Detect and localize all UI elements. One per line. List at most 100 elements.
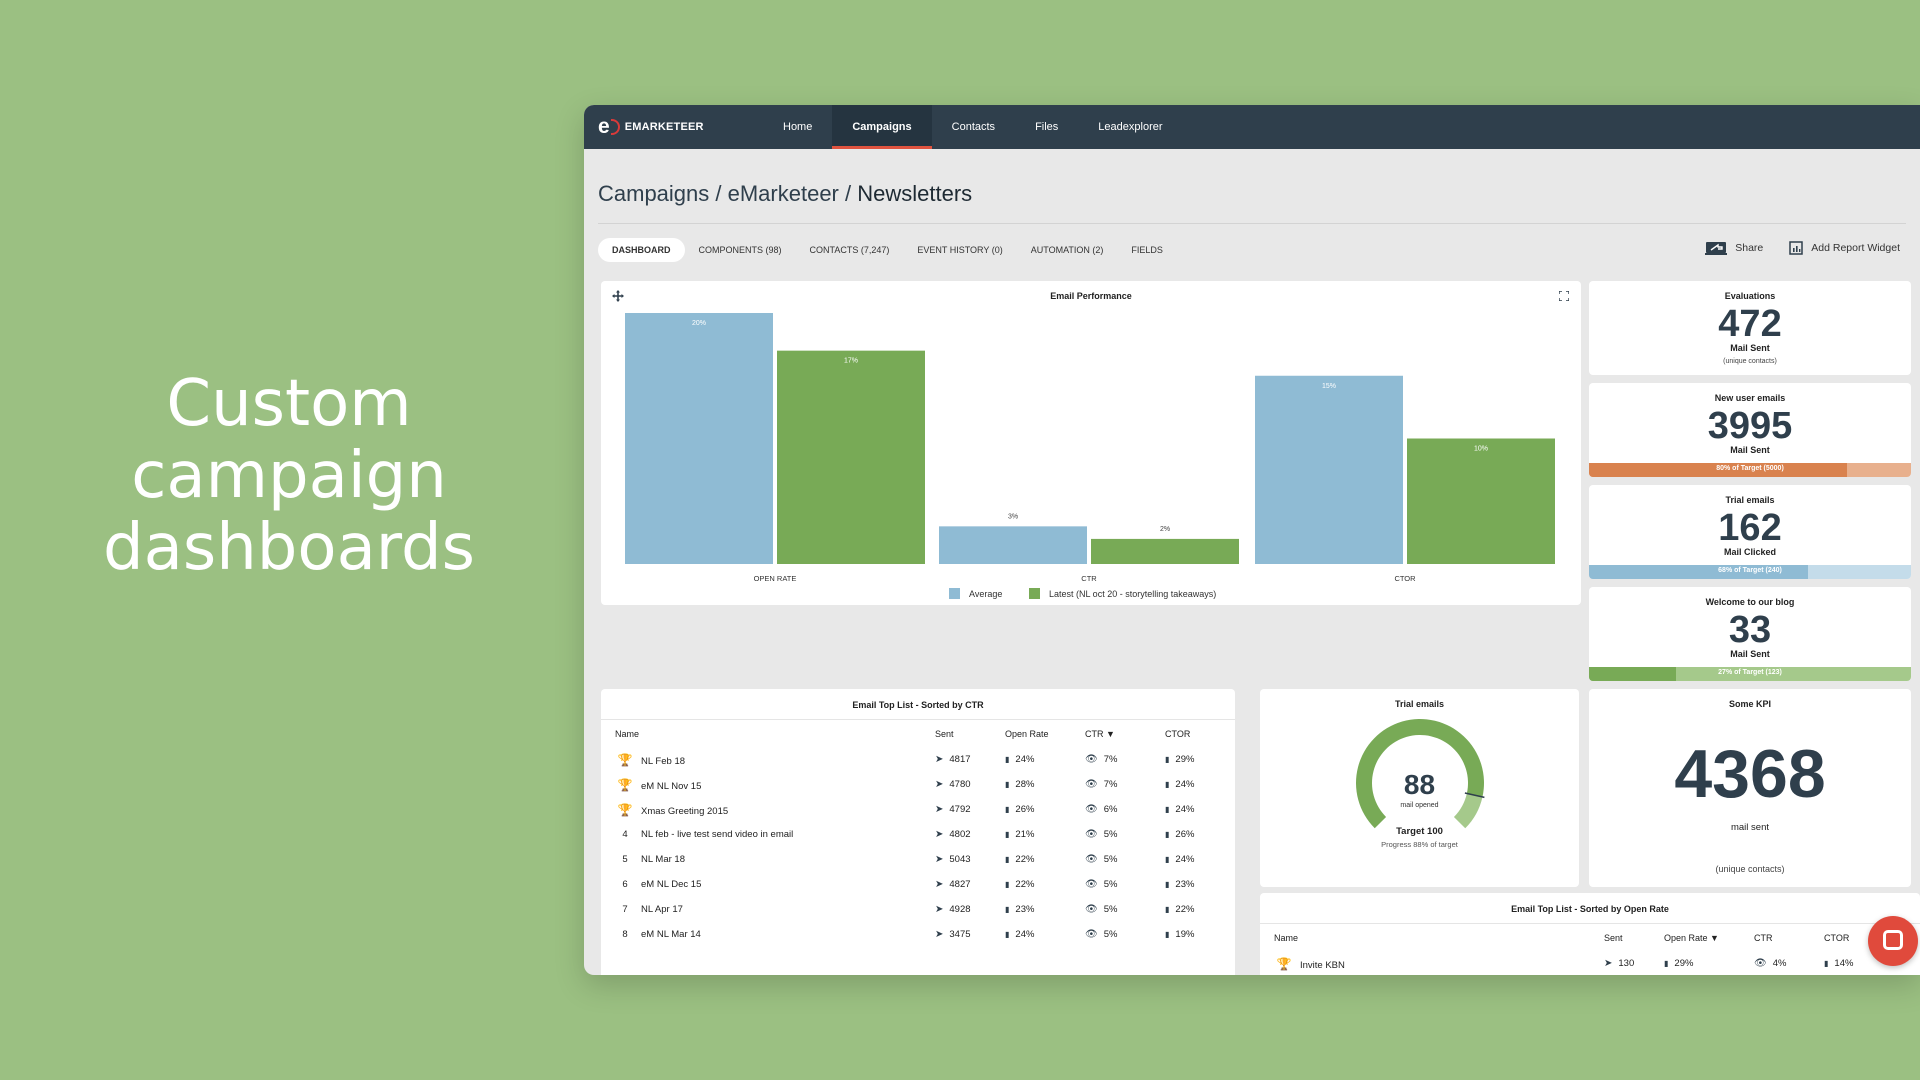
col-ctor[interactable]: CTOR [1165, 729, 1191, 739]
open-rate-top-list-title: Email Top List - Sorted by Open Rate [1511, 904, 1669, 914]
legend-label: Latest (NL oct 20 - storytelling takeawa… [1049, 589, 1216, 599]
ctr-top-list-title: Email Top List - Sorted by CTR [852, 700, 984, 710]
bar[interactable] [939, 526, 1087, 564]
email-name[interactable]: Invite KBN [1300, 959, 1345, 971]
divider [601, 719, 1235, 720]
table-row[interactable]: 6 eM NL Dec 15 ➤ 4827 ▮ 22% 👁 5% ▮ 23% [615, 872, 1235, 897]
open-mail-icon: ▮ [1005, 780, 1010, 789]
col-ctor[interactable]: CTOR [1824, 933, 1850, 943]
ctr-value: 7% [1103, 754, 1118, 765]
col-open-rate[interactable]: Open Rate [1005, 729, 1049, 739]
add-report-widget-button[interactable]: Add Report Widget [1789, 241, 1900, 255]
col-ctr[interactable]: CTR [1754, 933, 1773, 943]
tab-event-history[interactable]: EVENT HISTORY (0) [917, 245, 1003, 255]
send-icon: ➤ [935, 854, 944, 865]
tab-components[interactable]: COMPONENTS (98) [698, 245, 782, 255]
table-row[interactable]: 8 eM NL Mar 14 ➤ 3475 ▮ 24% 👁 5% ▮ 19% [615, 922, 1235, 947]
email-name[interactable]: eM NL Dec 15 [641, 879, 702, 890]
gauge-fill [1356, 719, 1484, 829]
bar[interactable] [1091, 538, 1239, 564]
nav-contacts[interactable]: Contacts [951, 121, 996, 133]
bar[interactable] [1255, 375, 1403, 564]
bar[interactable] [625, 313, 773, 564]
kpi-title: Welcome to our blog [1705, 597, 1795, 607]
open-mail-icon: ▮ [1664, 959, 1669, 968]
ctr-value: 4% [1772, 958, 1787, 969]
toolbar: Share Add Report Widget [1705, 241, 1900, 255]
eye-icon: 👁 [1085, 904, 1098, 915]
email-performance-chart: 20% 17% OPEN RATE 3% 2% CTR 15% 10% CTOR Average L… [625, 313, 1555, 599]
nav-home[interactable]: Home [783, 121, 813, 133]
col-name[interactable]: Name [615, 729, 640, 739]
nav-leadexplorer[interactable]: Leadexplorer [1098, 121, 1163, 133]
table-row[interactable]: 🏆 eM NL Nov 15 ➤ 4780 ▮ 28% 👁 7% ▮ 24% [615, 772, 1235, 797]
cell-sent: ➤ 4780 [935, 772, 1005, 797]
ctor-value: 29% [1175, 754, 1195, 765]
some-kpi-card: Some KPI 4368 mail sent (unique contacts… [1589, 689, 1911, 887]
cell-open-rate: ▮ 24% [1005, 922, 1085, 947]
send-icon: ➤ [935, 804, 944, 815]
kpi-progress-bar: 80% of Target (5000) [1589, 463, 1911, 477]
email-name[interactable]: NL Feb 18 [641, 755, 686, 767]
table-row[interactable]: 4 NL feb - live test send video in email … [615, 822, 1235, 847]
tab-fields[interactable]: FIELDS [1131, 245, 1163, 255]
col-ctr[interactable]: CTR ▼ [1085, 729, 1115, 739]
open-mail-icon: ▮ [1005, 830, 1010, 839]
col-open-rate[interactable]: Open Rate ▼ [1664, 933, 1719, 943]
share-button[interactable]: Share [1705, 241, 1763, 255]
chart-title: Email Performance [1050, 291, 1132, 301]
ctor-icon: ▮ [1165, 855, 1170, 864]
logo[interactable]: e EMARKETEER [598, 115, 763, 139]
share-icon [1705, 242, 1728, 255]
open-rate-value: 23% [1015, 904, 1035, 915]
cell-ctor: ▮ 24% [1165, 772, 1235, 797]
gauge-target-marker [1464, 792, 1485, 799]
cell-ctr: 👁 5% [1085, 897, 1165, 922]
open-rate-value: 29% [1674, 958, 1694, 969]
table-row[interactable]: 🏆 NL Feb 18 ➤ 4817 ▮ 24% 👁 7% ▮ 29% [615, 747, 1235, 772]
table-row[interactable]: 🏆 Xmas Greeting 2015 ➤ 4792 ▮ 26% 👁 6% ▮ 24% [615, 797, 1235, 822]
eye-icon: 👁 [1754, 958, 1767, 969]
email-name[interactable]: Xmas Greeting 2015 [641, 805, 729, 817]
open-rate-value: 21% [1015, 829, 1035, 840]
tab-contacts[interactable]: CONTACTS (7,247) [809, 245, 890, 255]
bar[interactable] [1407, 438, 1555, 565]
table-row[interactable]: 5 NL Mar 18 ➤ 5043 ▮ 22% 👁 5% ▮ 24% [615, 847, 1235, 872]
share-label: Share [1735, 242, 1764, 254]
tab-automation[interactable]: AUTOMATION (2) [1030, 245, 1104, 255]
tab-dashboard[interactable]: DASHBOARD [598, 238, 685, 262]
gauge-target: Target 100 [1396, 826, 1443, 837]
email-name[interactable]: NL Apr 17 [641, 904, 683, 915]
bar[interactable] [777, 350, 925, 564]
email-name[interactable]: NL feb - live test send video in email [641, 829, 794, 840]
bar-value-label: 10% [1474, 446, 1488, 453]
open-rate-value: 24% [1015, 929, 1035, 940]
table-row[interactable]: 7 NL Apr 17 ➤ 4928 ▮ 23% 👁 5% ▮ 22% [615, 897, 1235, 922]
col-name[interactable]: Name [1274, 933, 1299, 943]
kpi-value: 33 [1728, 609, 1772, 651]
open-rate-value: 22% [1015, 879, 1035, 890]
bar-value-label: 2% [1160, 526, 1170, 533]
cell-open-rate: ▮ 29% [1664, 951, 1754, 975]
col-sent[interactable]: Sent [1604, 933, 1623, 943]
kpi-progress-label: 80% of Target (5000) [1716, 465, 1784, 472]
ctor-value: 14% [1834, 958, 1854, 969]
open-rate-value: 26% [1015, 804, 1035, 815]
email-name[interactable]: eM NL Mar 14 [641, 929, 701, 940]
cell-open-rate: ▮ 22% [1005, 847, 1085, 872]
email-name[interactable]: eM NL Nov 15 [641, 780, 702, 792]
email-name[interactable]: NL Mar 18 [641, 854, 685, 865]
chat-launcher-button[interactable] [1868, 916, 1918, 966]
nav-campaigns[interactable]: Campaigns [832, 105, 932, 149]
cell-open-rate: ▮ 22% [1005, 872, 1085, 897]
breadcrumb-path[interactable]: Campaigns / eMarketeer / [598, 181, 858, 206]
cell-open-rate: ▮ 28% [1005, 772, 1085, 797]
cell-sent: ➤ 3475 [935, 922, 1005, 947]
ctor-icon: ▮ [1165, 805, 1170, 814]
kpi-value: 472 [1718, 303, 1782, 345]
kpi-title: New user emails [1714, 393, 1786, 403]
move-icon[interactable] [612, 290, 624, 302]
col-sent[interactable]: Sent [935, 729, 954, 739]
table-row[interactable]: 🏆 Invite KBN ➤ 130 ▮ 29% 👁 4% ▮ 14% [1274, 951, 1884, 975]
nav-files[interactable]: Files [1035, 121, 1059, 133]
